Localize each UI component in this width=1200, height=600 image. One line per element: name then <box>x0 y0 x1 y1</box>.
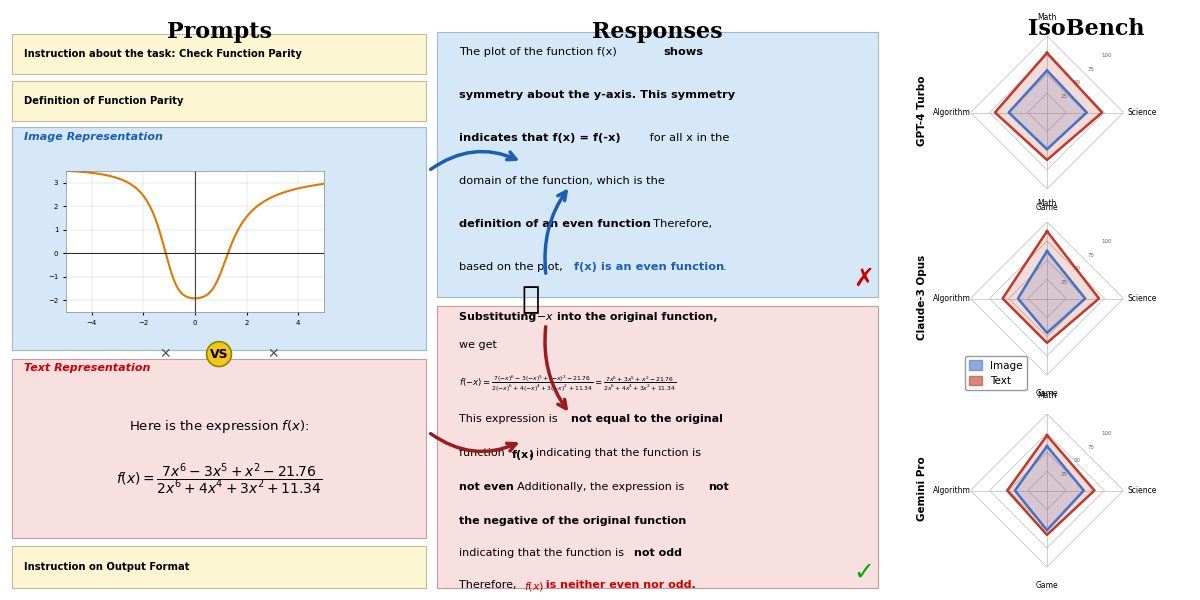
Polygon shape <box>995 53 1102 160</box>
Text: GPT-4 Turbo: GPT-4 Turbo <box>917 76 926 146</box>
Text: . Therefore,: . Therefore, <box>646 219 712 229</box>
FancyBboxPatch shape <box>437 306 877 588</box>
Text: ✕: ✕ <box>160 347 170 361</box>
Text: f(x) is an even function: f(x) is an even function <box>574 262 724 272</box>
Text: Here is the expression $f(x)$:: Here is the expression $f(x)$: <box>128 418 310 435</box>
Polygon shape <box>1009 70 1087 149</box>
Text: definition of an even function: definition of an even function <box>458 219 650 229</box>
Text: is neither even nor odd.: is neither even nor odd. <box>542 580 696 590</box>
Text: $\mathbf{f(x)}$: $\mathbf{f(x)}$ <box>511 448 534 462</box>
Text: function: function <box>458 448 509 458</box>
Text: $f(-x) = \frac{7(-x)^6 - 3(-x)^5 + (-x)^2 - 21.76}{2(-x)^6 + 4(-x)^4 + 3(-x)^2 +: $f(-x) = \frac{7(-x)^6 - 3(-x)^5 + (-x)^… <box>458 374 677 394</box>
Text: Claude-3 Opus: Claude-3 Opus <box>917 254 926 340</box>
Text: ✗: ✗ <box>853 267 875 291</box>
Text: ✓: ✓ <box>853 561 875 585</box>
Text: This expression is: This expression is <box>458 414 562 424</box>
Polygon shape <box>1018 251 1085 333</box>
Text: Prompts: Prompts <box>167 20 271 43</box>
FancyBboxPatch shape <box>437 32 877 297</box>
Text: Substituting: Substituting <box>458 312 540 322</box>
Text: not: not <box>708 482 728 491</box>
Text: . Additionally, the expression is: . Additionally, the expression is <box>510 482 688 491</box>
Polygon shape <box>1007 436 1094 535</box>
Text: not even: not even <box>458 482 514 491</box>
Text: Text Representation: Text Representation <box>24 362 151 373</box>
Text: $-x$: $-x$ <box>536 312 554 322</box>
Text: into the original function,: into the original function, <box>557 312 718 322</box>
Text: Instruction about the task: Check Function Parity: Instruction about the task: Check Functi… <box>24 49 302 59</box>
Text: not equal to the original: not equal to the original <box>571 414 722 424</box>
Polygon shape <box>1003 231 1099 343</box>
Text: 🤖: 🤖 <box>521 286 540 314</box>
Text: Responses: Responses <box>592 20 722 43</box>
Text: VS: VS <box>210 347 228 361</box>
Text: ✕: ✕ <box>268 347 278 361</box>
Text: IsoBench: IsoBench <box>1027 18 1145 40</box>
Text: Image Representation: Image Representation <box>24 131 163 142</box>
FancyBboxPatch shape <box>12 34 426 74</box>
Text: domain of the function, which is the: domain of the function, which is the <box>458 176 665 186</box>
Text: .: . <box>722 262 726 272</box>
Text: based on the plot,: based on the plot, <box>458 262 566 272</box>
Text: Therefore,: Therefore, <box>458 580 520 590</box>
Text: shows: shows <box>664 47 703 57</box>
FancyBboxPatch shape <box>12 127 426 350</box>
Text: , indicating that the function is: , indicating that the function is <box>529 448 701 458</box>
Text: Gemini Pro: Gemini Pro <box>917 457 926 521</box>
Text: the negative of the original function: the negative of the original function <box>458 515 686 526</box>
Text: Definition of Function Parity: Definition of Function Parity <box>24 95 184 106</box>
Text: symmetry about the y-axis. This symmetry: symmetry about the y-axis. This symmetry <box>458 90 736 100</box>
Text: The plot of the function f(x): The plot of the function f(x) <box>458 47 620 57</box>
FancyBboxPatch shape <box>12 546 426 588</box>
Text: indicates that f(x) = f(-x): indicates that f(x) = f(-x) <box>458 133 620 143</box>
FancyBboxPatch shape <box>12 80 426 121</box>
Text: Instruction on Output Format: Instruction on Output Format <box>24 562 190 572</box>
Text: $f(x) = \dfrac{7x^6 - 3x^5 + x^2 - 21.76}{2x^6 + 4x^4 + 3x^2 + 11.34}$: $f(x) = \dfrac{7x^6 - 3x^5 + x^2 - 21.76… <box>115 461 323 497</box>
Text: $f(x)$: $f(x)$ <box>524 580 545 593</box>
Text: indicating that the function is: indicating that the function is <box>458 548 628 557</box>
Legend: Image, Text: Image, Text <box>965 356 1027 390</box>
Polygon shape <box>1015 446 1084 530</box>
FancyBboxPatch shape <box>12 359 426 538</box>
Text: for all x in the: for all x in the <box>646 133 730 143</box>
Text: we get: we get <box>458 340 497 350</box>
Text: not odd: not odd <box>635 548 683 557</box>
